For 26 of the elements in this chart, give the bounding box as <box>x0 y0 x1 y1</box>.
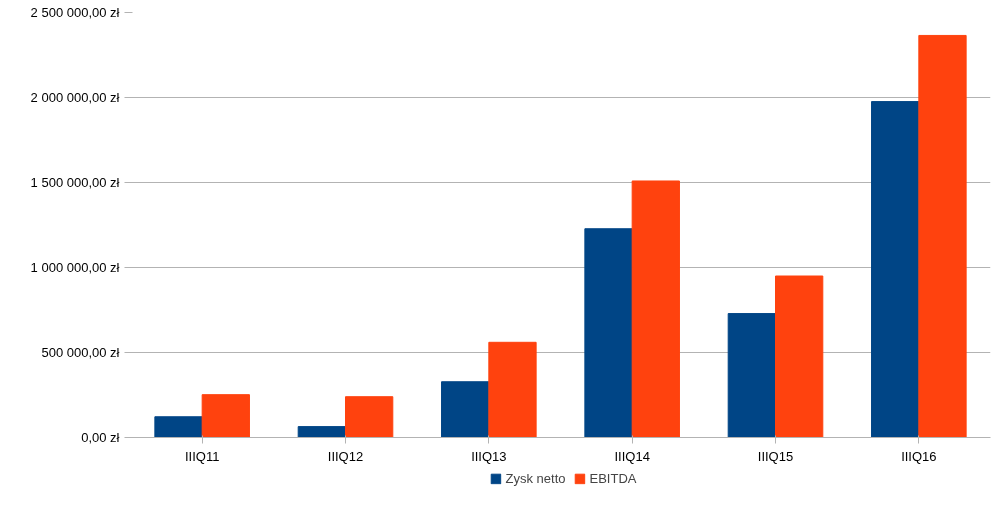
bar <box>631 180 680 438</box>
bar <box>775 275 824 438</box>
y-tick-label: 2 000 000,00 zł <box>30 90 120 105</box>
bar <box>345 396 394 438</box>
legend-label: EBITDA <box>589 470 637 486</box>
x-tick-label: IIIQ13 <box>471 448 507 464</box>
y-tick-label: 500 000,00 zł <box>41 345 120 360</box>
bar <box>441 381 490 438</box>
bar <box>871 101 920 438</box>
bar <box>918 34 967 438</box>
x-tick-label: IIIQ15 <box>757 448 794 464</box>
x-tick-label: IIIQ16 <box>901 448 937 464</box>
x-tick-label: IIIQ14 <box>614 448 650 464</box>
x-tick-label: IIIQ11 <box>184 448 220 464</box>
bar <box>584 228 633 438</box>
y-tick-label: 2 500 000,00 zł <box>30 5 120 20</box>
legend-label: Zysk netto <box>505 470 566 486</box>
bar <box>201 394 250 438</box>
x-tick-label: IIIQ12 <box>327 448 364 464</box>
y-tick-label: 1 000 000,00 zł <box>30 260 120 275</box>
bar <box>488 341 537 438</box>
bar <box>297 426 346 438</box>
bar <box>727 313 776 438</box>
bar <box>154 416 203 438</box>
y-tick-label: 1 500 000,00 zł <box>30 175 120 190</box>
y-tick-label: 0,00 zł <box>81 430 120 445</box>
